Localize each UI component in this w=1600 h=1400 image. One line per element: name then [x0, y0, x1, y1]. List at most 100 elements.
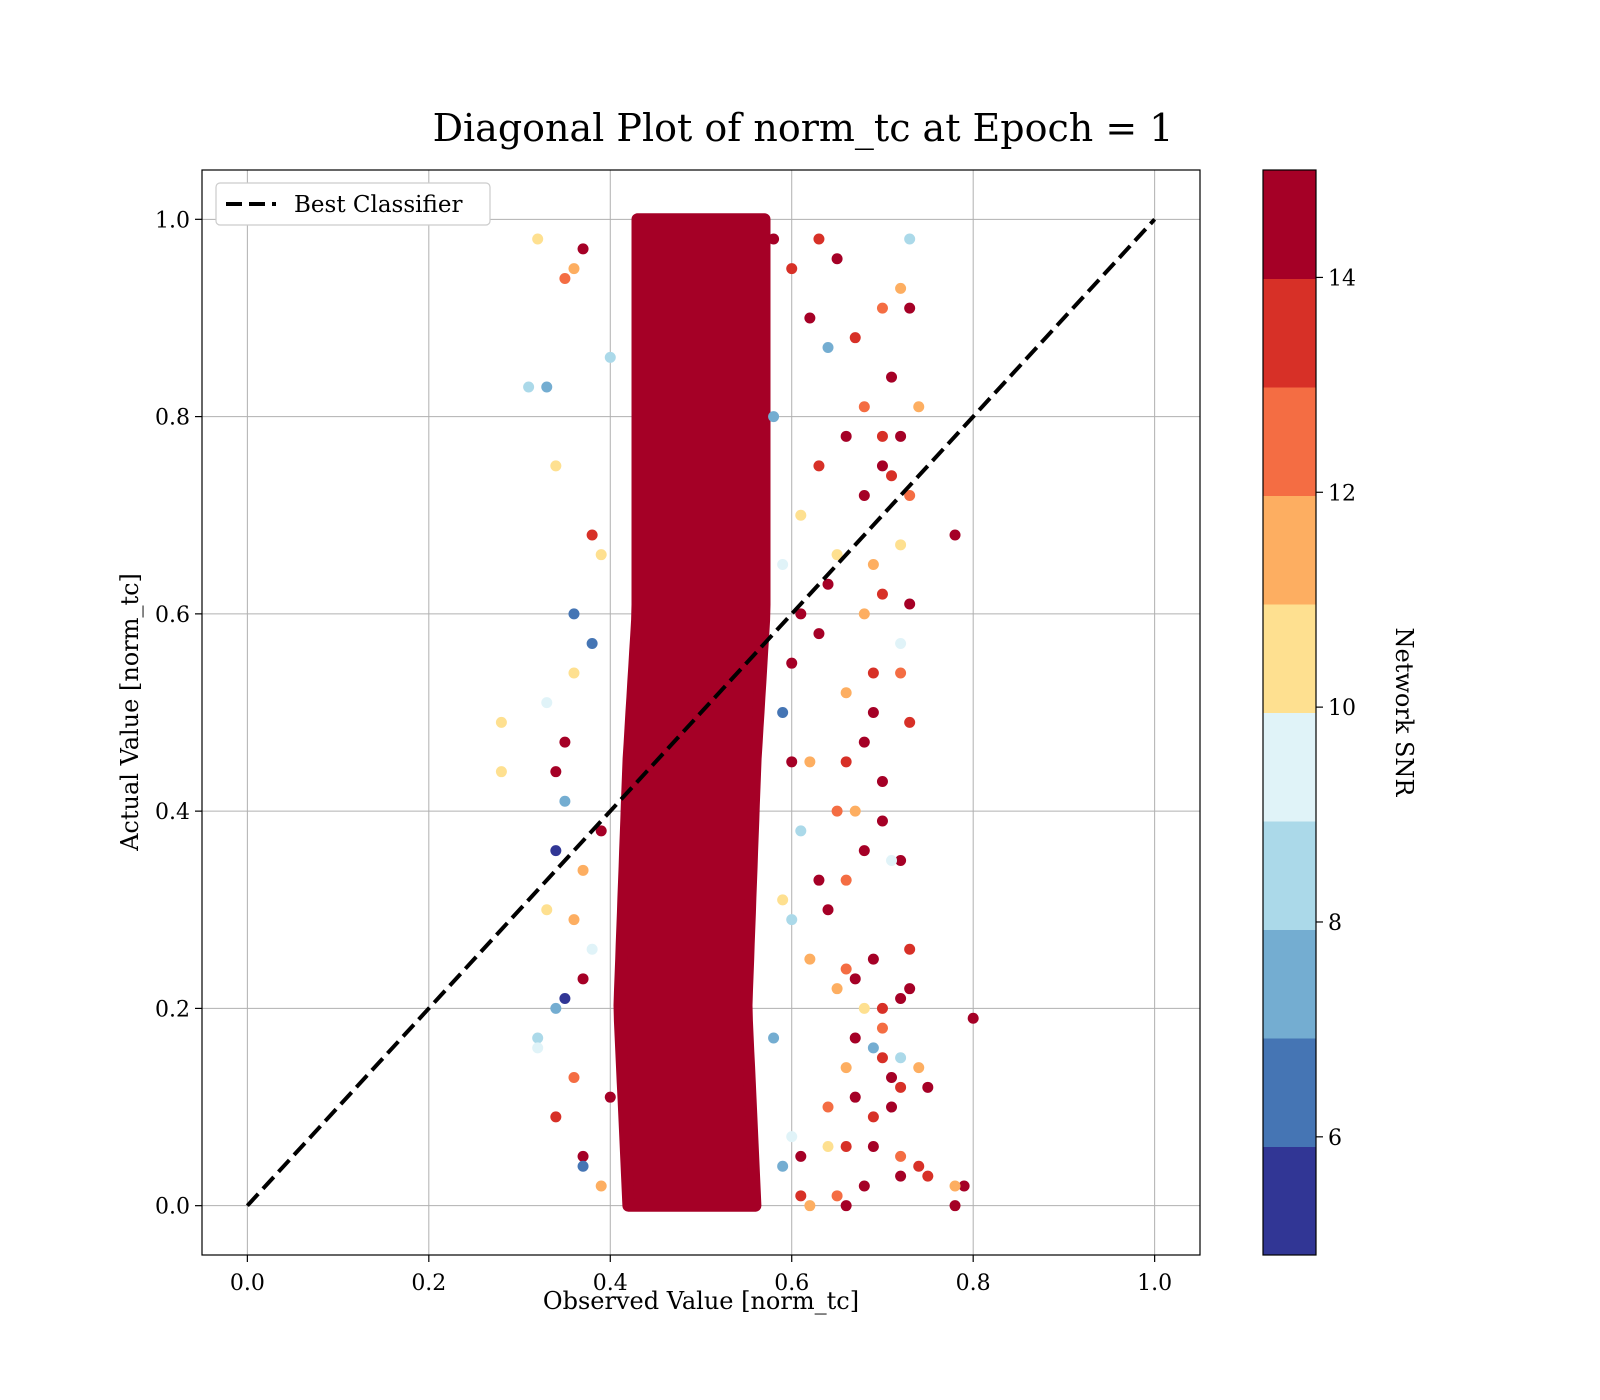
x-tick-label: 1.0	[1137, 1271, 1172, 1296]
scatter-point	[849, 332, 861, 344]
scatter-point	[786, 657, 798, 669]
scatter-point	[777, 894, 789, 906]
scatter-point	[550, 460, 562, 472]
scatter-point	[550, 1111, 562, 1123]
y-tick-label: 1.0	[155, 208, 190, 233]
scatter-point	[541, 381, 553, 393]
scatter-point	[795, 1150, 807, 1162]
colorbar-frame	[1262, 169, 1317, 1256]
scatter-point	[786, 756, 798, 768]
scatter-point	[831, 253, 843, 265]
scatter-point	[822, 1101, 834, 1113]
scatter-point	[786, 914, 798, 926]
chart-title: Diagonal Plot of norm_tc at Epoch = 1	[433, 106, 1174, 151]
scatter-point	[577, 1150, 589, 1162]
y-tick-label: 0.2	[155, 997, 190, 1022]
scatter-point	[876, 815, 888, 827]
colorbar-tick-label: 14	[1328, 266, 1356, 291]
scatter-point	[795, 509, 807, 521]
scatter-point	[876, 1052, 888, 1064]
scatter-point	[895, 430, 907, 442]
scatter-point	[858, 845, 870, 857]
scatter-point	[586, 637, 598, 649]
scatter-point	[867, 667, 879, 679]
scatter-point	[849, 1091, 861, 1103]
scatter-point	[904, 302, 916, 314]
colorbar-segment	[1263, 170, 1316, 279]
scatter-point	[595, 1180, 607, 1192]
x-tick-label: 0.6	[774, 1271, 809, 1296]
x-tick-label: 0.0	[230, 1271, 265, 1296]
colorbar-segment	[1263, 387, 1316, 496]
legend: Best Classifier	[215, 182, 491, 226]
scatter-point	[858, 490, 870, 501]
colorbar-label: Network SNR	[1390, 628, 1418, 798]
scatter-point	[904, 716, 916, 728]
scatter-point	[541, 697, 553, 709]
scatter-point	[523, 381, 535, 393]
scatter-point	[876, 588, 888, 600]
scatter-point	[777, 707, 789, 718]
scatter-point	[822, 342, 834, 354]
scatter-point	[876, 1002, 888, 1014]
scatter-point	[768, 411, 780, 423]
colorbar-ticks: 6 8 10 12 14	[1316, 266, 1356, 1151]
scatter-point	[840, 874, 852, 886]
y-axis-label: Actual Value [norm_tc]	[116, 573, 144, 852]
scatter-point	[768, 233, 780, 245]
scatter-point	[904, 983, 916, 995]
scatter-point	[795, 1190, 807, 1202]
scatter-point	[786, 263, 798, 275]
scatter-point	[895, 637, 907, 649]
scatter-point	[876, 302, 888, 314]
scatter-point	[904, 490, 916, 501]
scatter-point	[495, 716, 507, 728]
colorbar-segments	[1263, 170, 1316, 1256]
legend-label: Best Classifier	[294, 192, 462, 218]
scatter-point	[604, 351, 616, 363]
y-tick-label: 0.8	[155, 406, 190, 431]
scatter-point	[876, 430, 888, 442]
scatter-point	[895, 1150, 907, 1162]
scatter-point	[604, 1091, 616, 1103]
scatter-point	[840, 1200, 852, 1212]
colorbar-segment	[1263, 278, 1316, 388]
scatter-point	[813, 460, 825, 472]
scatter-point	[550, 766, 562, 778]
scatter-point	[858, 401, 870, 413]
scatter-point	[822, 904, 834, 916]
scatter-point	[831, 983, 843, 995]
scatter-point	[568, 608, 580, 620]
scatter-point	[867, 953, 879, 965]
scatter-point	[895, 1052, 907, 1064]
scatter-point	[886, 1101, 898, 1113]
plot-frame	[201, 169, 1201, 1256]
colorbar-segment	[1263, 712, 1316, 822]
x-axis-label: Observed Value [norm_tc]	[543, 1287, 859, 1315]
scatter-point	[867, 1042, 879, 1054]
y-tick-label: 0.4	[155, 800, 190, 825]
scatter-point	[886, 1071, 898, 1083]
scatter-point	[913, 401, 925, 413]
scatter-point	[568, 667, 580, 679]
scatter-point	[795, 825, 807, 837]
colorbar-tick-label: 10	[1328, 696, 1356, 721]
scatter-point	[550, 1002, 562, 1014]
scatter-point	[831, 549, 843, 561]
scatter-point	[922, 1170, 934, 1182]
scatter-point	[886, 854, 898, 866]
scatter-point	[867, 1111, 879, 1123]
scatter-point	[831, 1190, 843, 1202]
scatter-point	[913, 1062, 925, 1074]
scatter-point	[922, 1081, 934, 1093]
scatter-point	[840, 756, 852, 768]
scatter-point	[595, 825, 607, 837]
x-tick-label: 0.2	[411, 1271, 446, 1296]
scatter-point	[586, 529, 598, 541]
colorbar-tick-label: 6	[1328, 1126, 1342, 1151]
scatter-point	[876, 1022, 888, 1034]
scatter-point	[550, 845, 562, 857]
scatter-point	[949, 1200, 961, 1212]
scatter-point	[949, 1180, 961, 1192]
colorbar-segment	[1263, 495, 1316, 605]
